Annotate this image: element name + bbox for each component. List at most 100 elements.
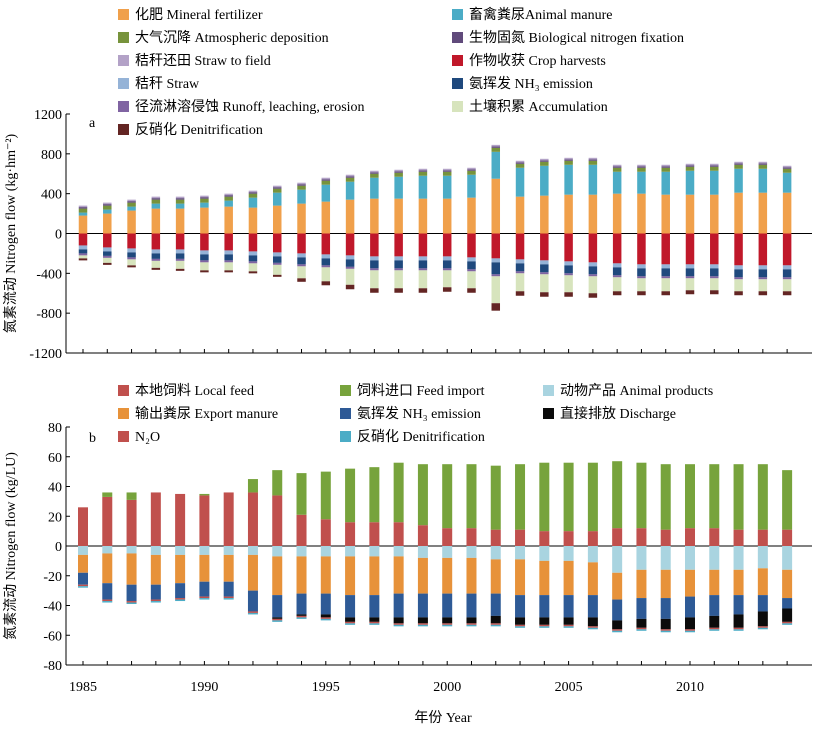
bar-segment-2-1989 — [175, 546, 186, 555]
bar-segment-0-2006 — [588, 194, 598, 234]
bar-segment-1-2001 — [466, 464, 477, 529]
bar-segment-3-1996 — [345, 556, 356, 596]
bar-segment-9-1990 — [200, 262, 209, 271]
bar-segment-10-1992 — [248, 271, 258, 274]
bar-segment-9-2011 — [710, 278, 719, 291]
bar-segment-7-2005 — [563, 626, 574, 628]
bar-segment-5-1987 — [127, 233, 136, 249]
bar-segment-6-2002 — [491, 258, 501, 263]
bar-segment-1-1995 — [321, 184, 331, 202]
bar-segment-0-1994 — [297, 203, 306, 234]
bar-segment-7-1991 — [224, 254, 233, 261]
bar-segment-7-2006 — [587, 627, 598, 630]
bar-segment-6-1994 — [297, 253, 306, 258]
bar-segment-0-2013 — [758, 192, 768, 234]
bar-segment-4-2006 — [588, 157, 598, 160]
bar-segment-5-1990 — [200, 233, 209, 251]
bar-segment-3-1996 — [345, 176, 355, 178]
bar-segment-6-1985 — [78, 584, 88, 587]
bar-segment-9-1989 — [175, 260, 185, 269]
bar-segment-0-1994 — [296, 514, 307, 546]
bar-segment-10-1999 — [418, 288, 428, 293]
bar-segment-4-1995 — [320, 593, 331, 615]
bar-segment-5-1998 — [393, 617, 404, 624]
bar-segment-0-1993 — [272, 205, 282, 234]
bar-segment-3-1987 — [127, 201, 136, 203]
bar-segment-7-2008 — [637, 268, 646, 277]
bar-segment-6-1985 — [78, 245, 88, 250]
legend-entry: 直接排放 Discharge — [560, 405, 676, 422]
bar-segment-2-1998 — [394, 172, 403, 177]
bar-segment-0-1998 — [393, 522, 404, 546]
legend-swatch — [543, 385, 554, 396]
x-tick-label: 2005 — [555, 680, 583, 695]
bar-segment-4-1992 — [247, 590, 258, 612]
bar-segment-2-2011 — [709, 546, 720, 570]
bar-segment-8-1994 — [297, 264, 306, 267]
bar-segment-7-2008 — [636, 629, 647, 631]
bar-segment-6-1991 — [223, 596, 234, 599]
bar-segment-3-2001 — [466, 557, 477, 594]
bar-segment-3-2003 — [515, 559, 526, 596]
bar-segment-4-1987 — [126, 584, 137, 602]
bar-segment-8-2002 — [491, 274, 501, 277]
bar-segment-7-1993 — [272, 620, 283, 622]
bar-segment-6-1996 — [345, 255, 355, 260]
bar-segment-2-1994 — [297, 185, 306, 190]
legend-entry: 饲料进口 Feed import — [357, 383, 485, 399]
bar-segment-2-2007 — [612, 167, 622, 172]
bar-segment-0-1987 — [127, 210, 136, 234]
bar-segment-6-1994 — [296, 615, 307, 618]
bar-segment-0-1998 — [394, 198, 403, 234]
bar-segment-2-2005 — [563, 546, 574, 561]
bar-segment-7-2014 — [782, 269, 792, 278]
bar-segment-10-1995 — [321, 281, 331, 286]
bar-segment-1-2010 — [685, 464, 695, 529]
bar-segment-9-1994 — [297, 266, 306, 279]
bar-segment-0-2010 — [685, 194, 695, 234]
bar-segment-0-2007 — [612, 528, 623, 546]
bar-segment-1-2005 — [564, 164, 573, 195]
y-tick-label: 60 — [48, 451, 62, 466]
bar-segment-7-2014 — [782, 623, 793, 625]
bar-segment-4-2009 — [660, 598, 671, 619]
bar-segment-9-2007 — [612, 277, 622, 292]
bar-segment-5-1995 — [321, 233, 331, 255]
bar-segment-0-1999 — [418, 198, 428, 234]
bar-segment-4-1995 — [321, 177, 331, 180]
bar-segment-0-2012 — [733, 529, 744, 546]
bar-segment-5-2005 — [564, 233, 573, 262]
bar-segment-2-2003 — [515, 546, 526, 560]
bar-segment-8-1998 — [394, 268, 403, 271]
bar-segment-1-2008 — [636, 462, 647, 529]
legend-entry: 畜禽粪尿Animal manure — [469, 6, 612, 23]
bar-segment-7-2003 — [515, 626, 526, 628]
bar-segment-3-1994 — [297, 184, 306, 186]
bar-segment-9-2000 — [442, 270, 452, 288]
bar-segment-3-2003 — [515, 162, 525, 164]
bar-segment-1-2011 — [710, 170, 719, 195]
bar-segment-3-1999 — [417, 557, 428, 594]
bar-segment-1-1993 — [272, 192, 282, 206]
bar-segment-4-1987 — [127, 199, 136, 202]
bar-segment-1-1990 — [200, 202, 209, 208]
bar-segment-6-2005 — [563, 624, 574, 627]
bar-segment-5-2003 — [515, 233, 525, 260]
bar-segment-1-1996 — [345, 181, 355, 200]
bar-segment-9-1997 — [370, 270, 379, 289]
bar-segment-6-2007 — [612, 263, 622, 268]
bar-segment-2-1990 — [200, 198, 209, 203]
bar-segment-0-1990 — [199, 495, 210, 546]
bar-segment-1-2010 — [685, 170, 695, 195]
bar-segment-7-2006 — [588, 266, 598, 275]
bar-segment-10-1988 — [151, 267, 161, 270]
bar-segment-1-2001 — [467, 174, 476, 198]
bar-segment-10-2002 — [491, 303, 501, 311]
bar-segment-0-2011 — [709, 528, 720, 546]
bar-segment-3-2012 — [734, 163, 743, 165]
bar-segment-5-2009 — [660, 618, 671, 630]
bar-segment-3-1997 — [369, 556, 380, 596]
bar-segment-10-2008 — [637, 291, 646, 296]
bar-segment-5-1994 — [297, 233, 306, 254]
bar-segment-1-2013 — [758, 168, 768, 193]
